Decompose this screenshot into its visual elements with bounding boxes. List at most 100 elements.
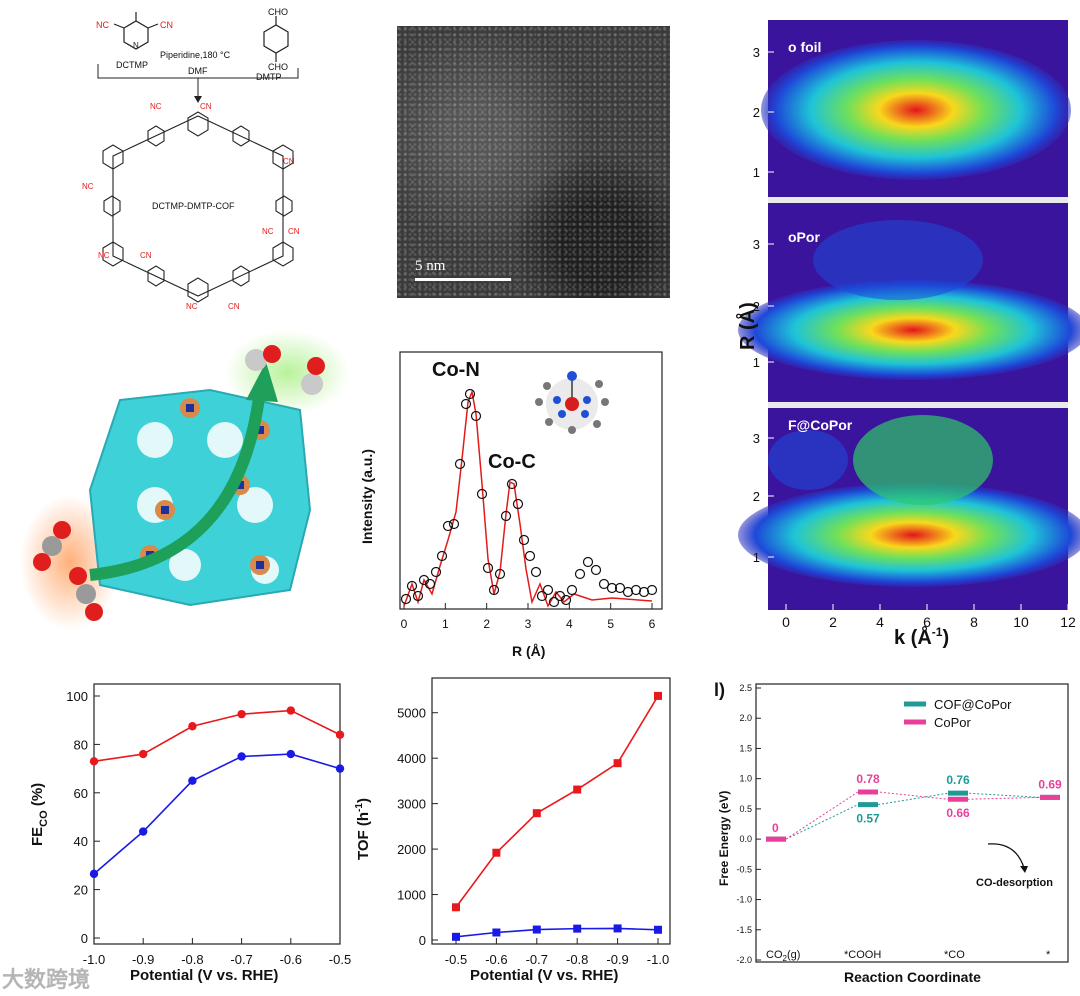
desorption-label: CO-desorption <box>976 877 1053 889</box>
ytick-label: 60 <box>74 786 88 801</box>
exafs-peak2: Co-C <box>488 451 536 473</box>
wavelet-plots: o foil oPor F@CoPor R (Å) k (Å-1) 123123… <box>735 20 1080 649</box>
ytick-label: 20 <box>74 883 88 898</box>
tem-scale-label: 5 nm <box>415 258 446 274</box>
coordination-structure <box>535 371 609 434</box>
tem-texture <box>397 26 670 298</box>
exafs-data-point <box>530 566 542 578</box>
wt-ytick-label: 1 <box>753 355 760 370</box>
co-molecule-2 <box>301 357 325 395</box>
reaction-flow-arrow <box>89 389 266 581</box>
data-point-red <box>286 706 295 715</box>
tof-frame <box>431 677 671 945</box>
fe-ylabel: FECO (%) <box>29 783 50 846</box>
exafs-data-point <box>566 584 578 596</box>
cat-label-3: * <box>1046 949 1051 961</box>
tem-scale-bar <box>415 278 511 281</box>
data-point-blue <box>492 928 501 937</box>
cat-label-2: *CO <box>944 949 965 961</box>
wt-ylabel: R (Å) <box>735 302 759 350</box>
xtick-label: -0.5 <box>329 952 351 967</box>
data-point-blue <box>286 749 295 759</box>
arrow-head <box>194 96 202 103</box>
data-point-blue <box>89 869 99 879</box>
xtick-label: -1.0 <box>83 952 105 967</box>
xtick-label: -0.7 <box>230 952 252 967</box>
exafs-data-point <box>482 562 494 574</box>
ring-nc-4: NC <box>186 302 198 311</box>
wt-ytick-label: 2 <box>753 105 760 120</box>
ytick-label: 5000 <box>397 706 426 721</box>
energy-value-label: 0.66 <box>946 806 970 820</box>
exafs-data-point <box>412 590 424 602</box>
series-line-blue <box>455 927 659 938</box>
data-point-red <box>335 730 345 739</box>
wt-panel-mid: oPor <box>738 220 1080 380</box>
wt-xtick-label: 6 <box>923 614 931 630</box>
exafs-xtick-label: 2 <box>483 617 490 631</box>
xtick-label: -0.5 <box>445 952 467 967</box>
start-label: 0 <box>772 821 779 835</box>
xtick-label: -0.6 <box>280 952 302 967</box>
product-label: DCTMP-DMTP-COF <box>152 201 235 211</box>
wt-xtick-label: 0 <box>782 614 790 630</box>
wt-panel-bot: F@CoPor <box>738 415 1080 587</box>
exafs-data-point <box>400 593 412 605</box>
data-point-blue <box>452 932 460 941</box>
data-point-red <box>573 785 582 794</box>
energy-path-COF@CoPor <box>785 792 1060 840</box>
co2-molecule-1 <box>33 521 71 571</box>
exafs-data-point <box>430 566 442 578</box>
data-point-red <box>237 709 246 719</box>
exafs-data-point <box>500 510 512 522</box>
exafs-data-point <box>622 586 634 598</box>
ytick-label: 0 <box>81 931 88 946</box>
data-point-red <box>452 903 460 912</box>
exafs-xlabel: R (Å) <box>512 643 545 659</box>
dctmp-molecule <box>113 12 159 50</box>
data-point-red <box>188 722 197 731</box>
exafs-xtick-label: 0 <box>401 617 408 631</box>
wt-xtick-label: 10 <box>1013 614 1029 630</box>
wt-xtick-label: 4 <box>876 614 884 630</box>
energy-value-label: 0.57 <box>856 812 880 826</box>
cho-top: CHO <box>268 7 288 17</box>
exafs-data-point <box>524 550 536 562</box>
data-point-blue <box>335 764 345 773</box>
wt-label-bot: F@CoPor <box>788 417 853 433</box>
dctmp-n: N <box>133 41 139 50</box>
energy-ytick-label: -1.0 <box>736 895 752 905</box>
reagent2-label: DMTP <box>256 72 282 82</box>
xtick-label: -0.9 <box>132 952 154 967</box>
exafs-xtick-label: 4 <box>566 617 573 631</box>
xtick-label: -0.9 <box>606 952 628 967</box>
data-point-blue <box>188 776 197 785</box>
exafs-data-point <box>494 568 506 580</box>
desorption-arrow-head <box>1020 866 1028 873</box>
data-point-blue <box>532 925 541 934</box>
exafs-xtick-label: 3 <box>525 617 532 631</box>
watermark: 大数跨境 <box>2 967 91 992</box>
exafs-data-point <box>646 584 658 596</box>
exafs-data-point <box>574 568 586 580</box>
data-point-blue <box>654 925 662 934</box>
energy-xlabel: Reaction Coordinate <box>844 969 981 985</box>
ring-cn-5: CN <box>140 251 152 260</box>
exafs-data-point <box>488 584 500 596</box>
series-line-red <box>93 709 341 763</box>
energy-value-label: 0.76 <box>946 773 970 787</box>
energy-ylabel: Free Energy (eV) <box>717 791 731 886</box>
solvent-label: DMF <box>188 66 208 76</box>
ytick-label: 100 <box>66 689 88 704</box>
wt-panel-top: o foil <box>761 39 1071 180</box>
synthesis-scheme: NC CN N DCTMP CHO CHO DMTP Piperidine,18… <box>82 7 300 311</box>
exafs-plot: Intensity (a.u.) R (Å) Co-N Co-C 0 1 2 3 4 5 6 <box>359 351 663 659</box>
ring-cn-4: CN <box>228 302 240 311</box>
cof-ring <box>102 111 294 303</box>
exafs-data-point <box>518 534 530 546</box>
exafs-data-point <box>606 582 618 594</box>
ring-cn-3: CN <box>288 227 300 236</box>
flow-arrow-head <box>246 362 278 402</box>
exafs-data-point <box>424 578 436 590</box>
ring-cn-2: CN <box>283 157 295 166</box>
